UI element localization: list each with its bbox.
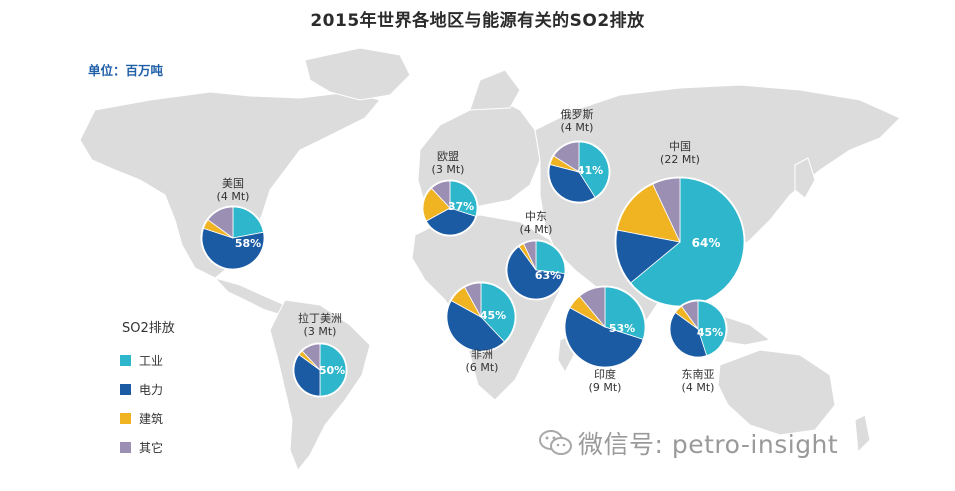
legend-label-buildings: 建筑 (139, 412, 164, 426)
pie-slice-sea-other (680, 300, 699, 331)
pie-sea: 45% 东南亚(4 Mt) (668, 299, 728, 394)
north-america-landmass (79, 91, 381, 279)
region-total-sea: (4 Mt) (682, 381, 715, 394)
legend-label-power: 电力 (139, 383, 164, 397)
pie-slice-europe-industry (449, 180, 478, 217)
new-zealand-landmass (854, 414, 871, 454)
pie-percent-label-usa: 58% (235, 237, 261, 250)
pie-africa: 45% 非洲(6 Mt) (445, 281, 517, 374)
pie-slice-latam-industry (319, 343, 347, 397)
pie-china: 64% 中国(22 Mt) (614, 140, 746, 308)
pie-percent-label-russia: 41% (577, 164, 603, 177)
region-name-latam: 拉丁美洲 (298, 311, 342, 325)
region-total-china: (22 Mt) (660, 153, 700, 166)
pie-percent-label-china: 64% (692, 236, 721, 250)
pie-latam: 50% 拉丁美洲(3 Mt) (292, 311, 348, 398)
legend-item-other: 其它 (120, 433, 175, 462)
pie-slice-sea-power (669, 311, 708, 358)
region-name-usa: 美国 (222, 177, 244, 190)
wechat-icon (539, 430, 572, 455)
region-name-europe: 欧盟 (437, 150, 459, 163)
pie-india: 53% 印度(9 Mt) (563, 285, 647, 394)
legend-swatch-other (120, 442, 131, 453)
legend-swatch-buildings (120, 413, 131, 424)
greenland-landmass (304, 47, 411, 101)
pie-slice-latam-other (301, 343, 321, 372)
region-name-india: 印度 (594, 367, 616, 381)
region-total-india: (9 Mt) (589, 381, 622, 394)
pie-percent-label-africa: 45% (480, 309, 506, 322)
legend-item-power: 电力 (120, 375, 175, 404)
pie-slice-china-buildings (616, 183, 681, 243)
region-name-mideast: 中东 (525, 210, 547, 223)
legend-swatch-power (120, 384, 131, 395)
legend-swatch-industry (120, 355, 131, 366)
pie-slice-europe-power (425, 207, 477, 236)
region-name-russia: 俄罗斯 (561, 108, 594, 121)
region-total-russia: (4 Mt) (561, 121, 594, 134)
pie-slice-china-industry (630, 177, 745, 307)
pie-slice-usa-other (207, 206, 234, 239)
legend-item-buildings: 建筑 (120, 404, 175, 433)
legend: SO2排放 工业 电力 建筑 其它 (120, 317, 175, 462)
region-total-europe: (3 Mt) (432, 163, 465, 176)
pie-europe: 37% 欧盟(3 Mt) (421, 150, 479, 237)
pie-slice-europe-buildings (422, 187, 451, 222)
australia-landmass (717, 349, 836, 436)
pie-slice-africa-other (464, 282, 482, 318)
pie-percent-label-mideast: 63% (535, 269, 561, 282)
scandinavia-landmass (469, 69, 521, 111)
legend-item-industry: 工业 (120, 346, 175, 375)
central-america-landmass (213, 277, 286, 316)
pie-slice-africa-power (446, 300, 505, 352)
legend-label-industry: 工业 (139, 354, 164, 368)
pie-slice-india-other (578, 286, 606, 329)
legend-title: SO2排放 (122, 321, 175, 336)
chart-title: 2015年世界各地区与能源有关的SO2排放 (310, 11, 645, 31)
pie-slice-europe-other (430, 180, 451, 210)
region-total-mideast: (4 Mt) (520, 223, 553, 236)
pie-percent-label-europe: 37% (448, 200, 474, 213)
region-total-latam: (3 Mt) (304, 325, 337, 338)
pie-slice-mideast-industry (535, 240, 566, 275)
region-name-china: 中国 (669, 140, 691, 153)
pie-percent-label-india: 53% (609, 322, 635, 335)
pie-slice-china-other (652, 177, 681, 243)
pie-percent-label-sea: 45% (697, 326, 723, 339)
region-total-usa: (4 Mt) (217, 190, 250, 203)
pie-slice-latam-power (293, 354, 321, 397)
pie-slice-sea-industry (697, 300, 727, 357)
pie-slice-india-industry (604, 286, 646, 340)
japan-landmass (794, 157, 816, 199)
pie-percent-label-latam: 50% (319, 364, 345, 377)
pie-slice-china-power (615, 229, 681, 284)
region-name-sea: 东南亚 (682, 368, 715, 381)
pie-mideast: 63% 中东(4 Mt) (505, 210, 567, 301)
unit-label: 单位：百万吨 (88, 63, 164, 78)
pie-slice-africa-industry (480, 282, 516, 343)
watermark-text: 微信号: petro-insight (578, 430, 839, 459)
pie-slice-russia-other (553, 141, 580, 173)
region-total-africa: (6 Mt) (466, 361, 499, 374)
pie-slice-russia-power (548, 164, 596, 203)
region-name-africa: 非洲 (471, 348, 493, 361)
legend-label-other: 其它 (139, 441, 164, 455)
pie-slice-india-power (564, 307, 644, 368)
pie-slice-mideast-power (506, 245, 566, 300)
pie-slice-mideast-other (523, 240, 537, 271)
pie-russia: 41% 俄罗斯(4 Mt) (547, 108, 611, 204)
pie-slice-usa-power (201, 227, 265, 270)
pie-slice-usa-industry (232, 206, 264, 239)
pie-usa: 58% 美国(4 Mt) (200, 177, 266, 271)
